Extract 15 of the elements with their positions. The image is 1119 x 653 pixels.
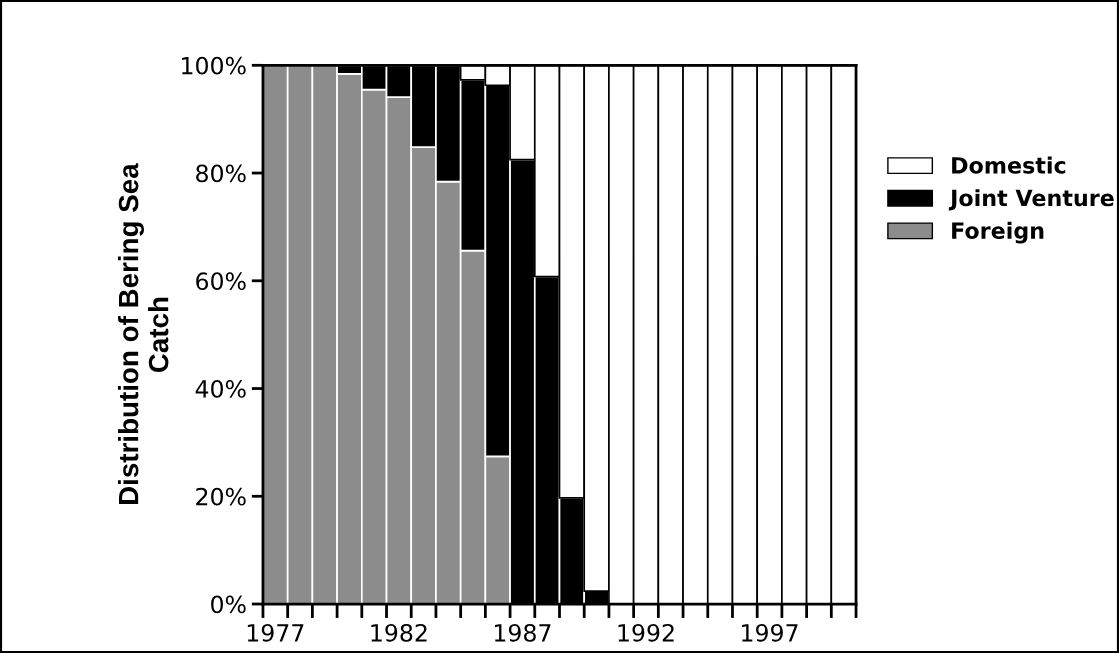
legend-label: Domestic <box>952 156 1066 174</box>
x-tick-label: 1977 <box>247 623 304 642</box>
y-tick-label: 0% <box>211 595 246 614</box>
x-tick-label: 1982 <box>371 623 427 642</box>
y-tick-label: 60% <box>196 272 246 291</box>
y-tick-label: 100% <box>182 56 246 75</box>
legend-label: Joint Venture <box>948 189 1114 211</box>
legend-label: Foreign <box>952 221 1044 244</box>
y-tick-label: 20% <box>196 487 246 506</box>
y-tick-label: 80% <box>196 164 246 183</box>
x-tick-label: 1992 <box>618 623 674 642</box>
x-tick-label: 1987 <box>494 623 551 642</box>
y-axis-title: Distribution of Bering Sea Catch <box>118 163 169 505</box>
y-tick-label: 40% <box>195 379 246 398</box>
x-tick-label: 1997 <box>742 623 798 642</box>
